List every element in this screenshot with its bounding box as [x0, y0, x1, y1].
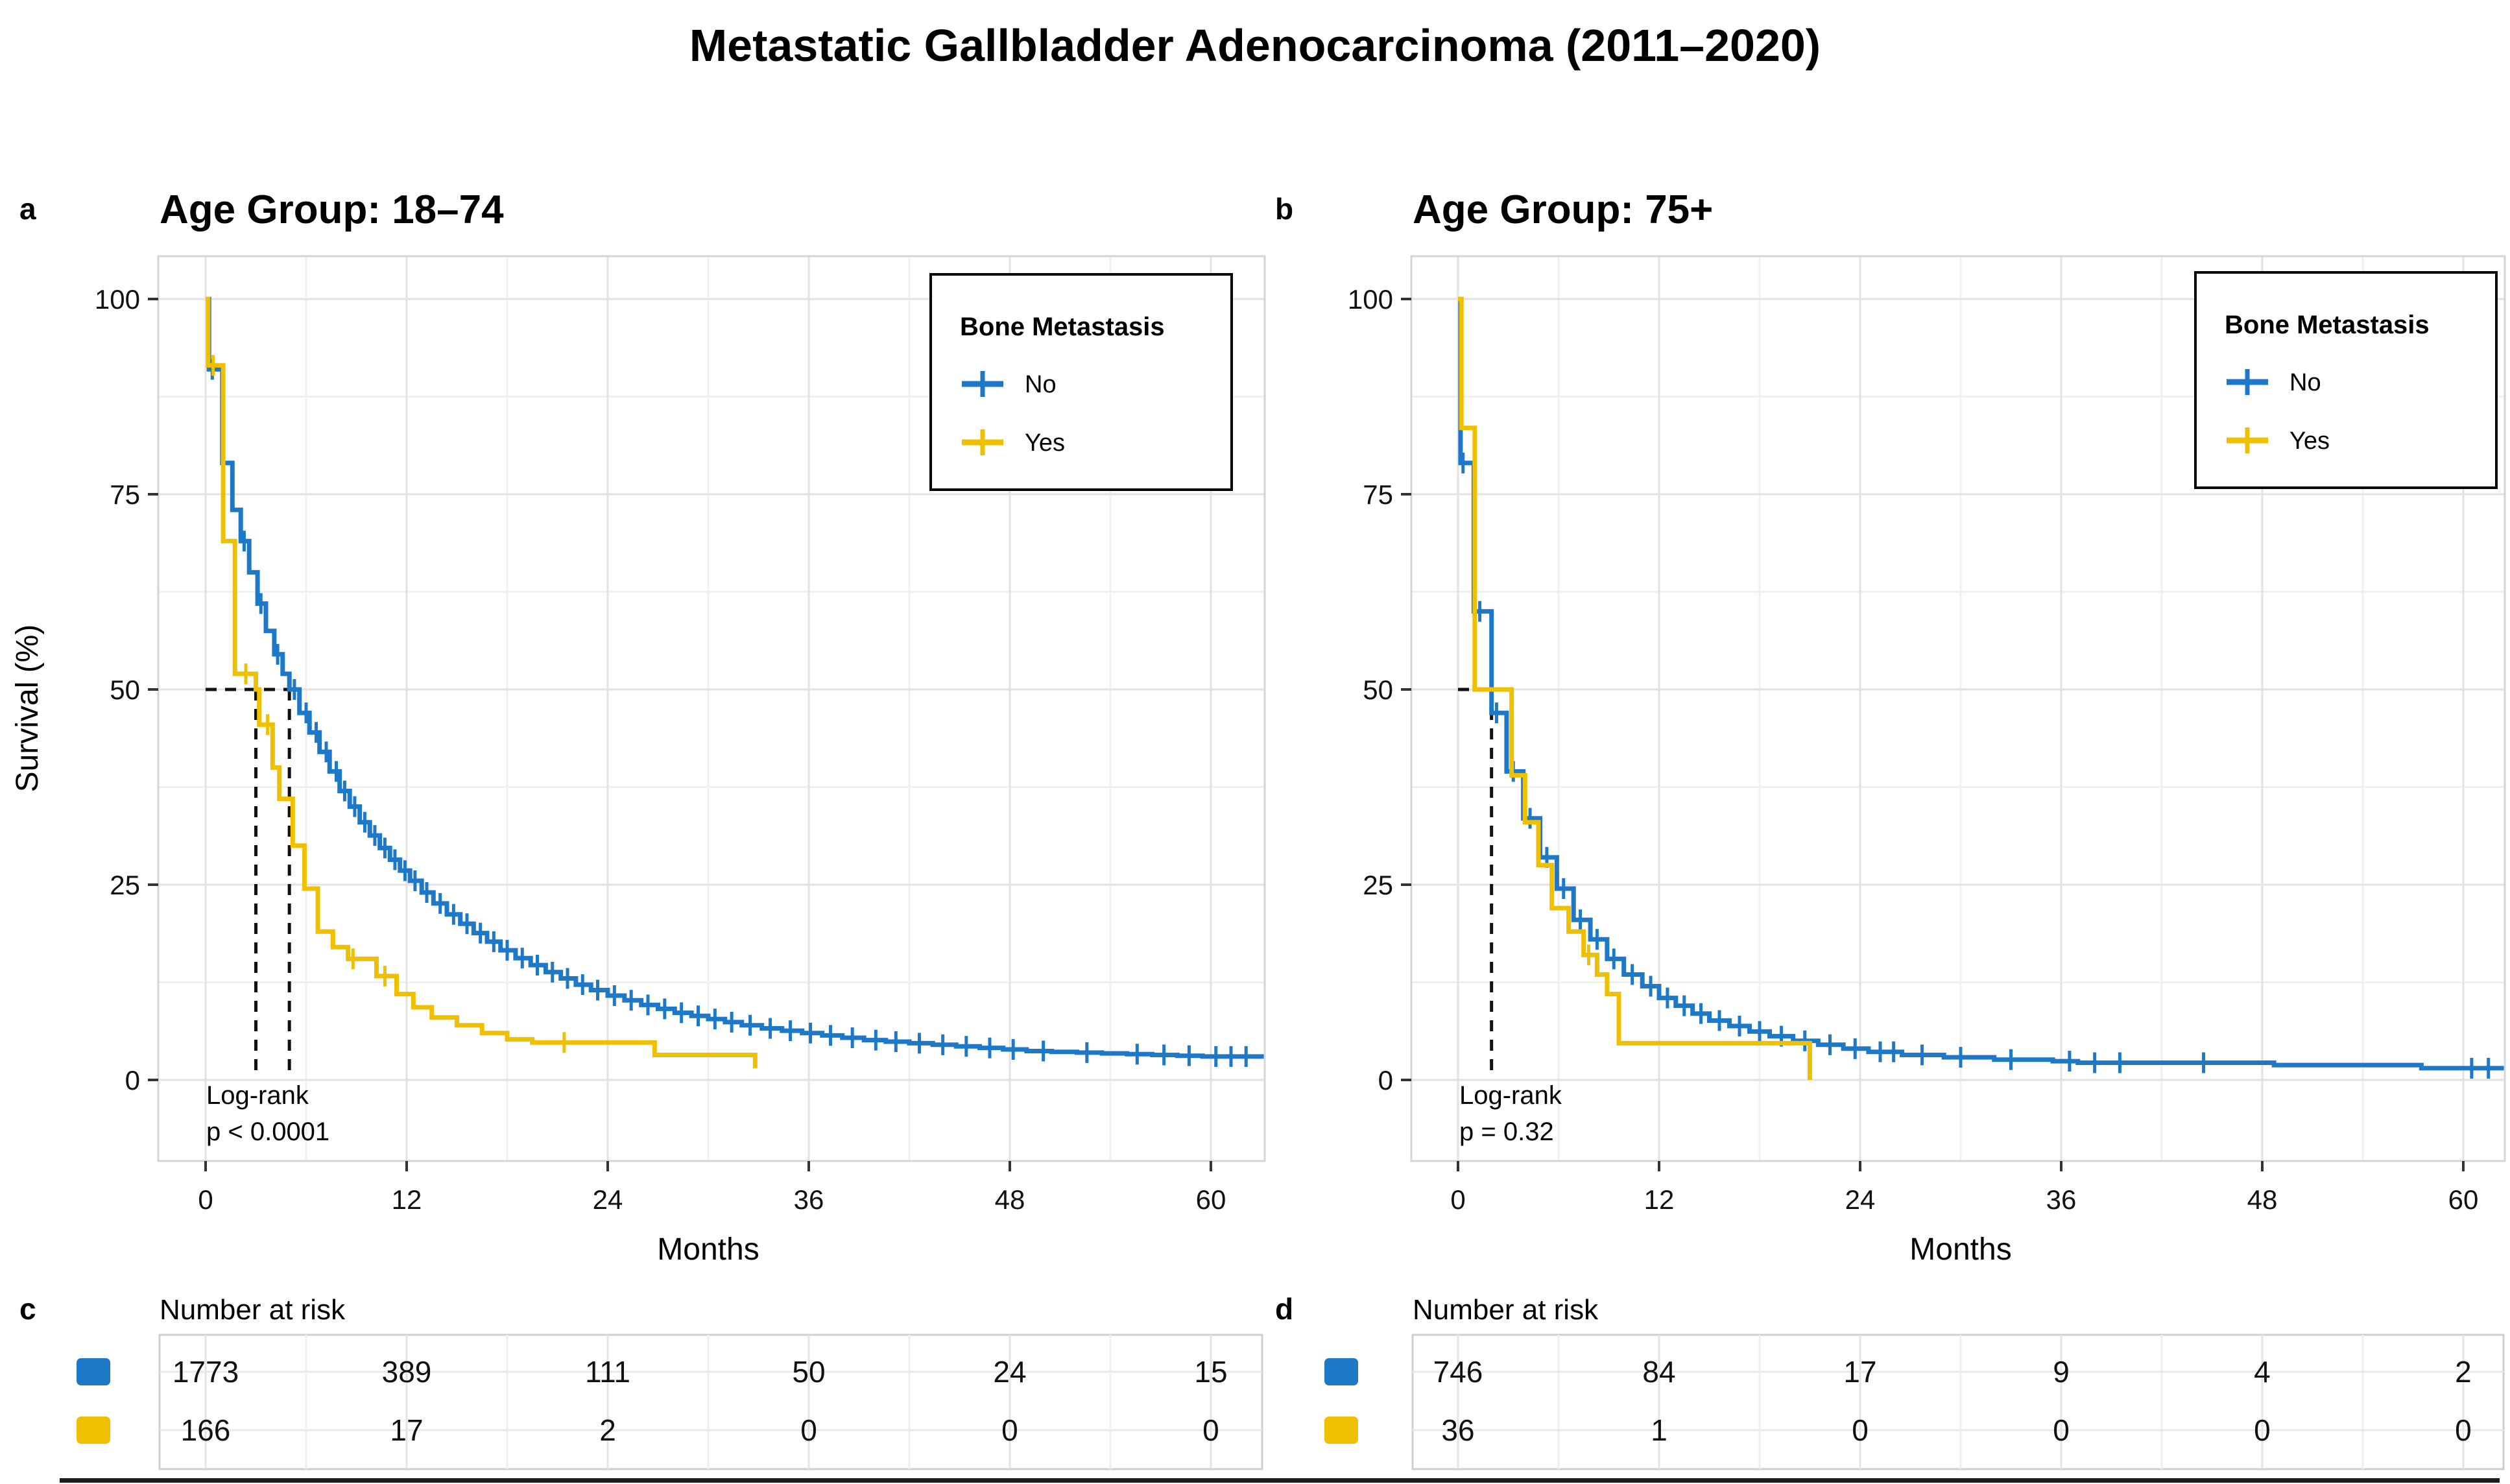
risk-count: 15	[1194, 1355, 1227, 1389]
risk-count: 17	[1843, 1355, 1876, 1389]
x-tick-label: 24	[593, 1184, 623, 1215]
risk-count: 111	[585, 1355, 630, 1389]
panel-a-letter: a	[19, 192, 36, 226]
legend-title: Bone Metastasis	[2225, 311, 2430, 339]
legend-item-no: No	[1025, 371, 1057, 398]
logrank-annotation-a: Log-rank p < 0.0001	[206, 1081, 329, 1146]
panel-a-title: Age Group: 18–74	[160, 187, 504, 232]
y-tick-label: 75	[110, 479, 140, 510]
risk-count: 0	[1001, 1413, 1018, 1447]
panel-border	[157, 255, 1266, 1162]
risk-table-c-title: Number at risk	[160, 1294, 346, 1326]
legend-item-no: No	[2289, 369, 2321, 396]
x-tick-label: 0	[1450, 1184, 1465, 1215]
x-tick-label: 60	[1196, 1184, 1226, 1215]
risk-count: 166	[181, 1413, 231, 1447]
figure-title: Metastatic Gallbladder Adenocarcinoma (2…	[689, 20, 1821, 71]
risk-table-box	[158, 1334, 1263, 1470]
risk-count: 0	[1852, 1413, 1869, 1447]
x-tick-label: 48	[995, 1184, 1025, 1215]
panel-c-letter: c	[19, 1292, 36, 1326]
risk-count: 4	[2254, 1355, 2271, 1389]
risk-row-key-yes-icon	[77, 1417, 110, 1444]
risk-count: 1	[1651, 1413, 1667, 1447]
logrank-label-b: Log-rank	[1459, 1081, 1562, 1110]
x-tick-label: 36	[2046, 1184, 2077, 1215]
y-tick-label: 25	[110, 870, 140, 900]
risk-count: 9	[2053, 1355, 2070, 1389]
logrank-pvalue-a: p < 0.0001	[206, 1118, 329, 1146]
risk-count: 0	[2254, 1413, 2271, 1447]
risk-table-d: 746 84 17 9 4 2 36 1 0 0 0 0	[1324, 1334, 2505, 1470]
risk-count: 0	[1202, 1413, 1219, 1447]
bottom-rule	[60, 1478, 2500, 1483]
legend-title: Bone Metastasis	[960, 313, 1165, 341]
x-tick-label: 36	[794, 1184, 824, 1215]
x-tick-label: 12	[1644, 1184, 1675, 1215]
risk-count: 0	[2053, 1413, 2070, 1447]
legend-a: Bone Metastasis No Yes	[929, 273, 1233, 491]
risk-count: 2	[2455, 1355, 2472, 1389]
y-tick-label: 0	[1378, 1065, 1393, 1095]
risk-count: 0	[2455, 1413, 2472, 1447]
km-curve-no	[206, 296, 1265, 1059]
risk-count: 36	[1441, 1413, 1474, 1447]
legend-item-yes: Yes	[1025, 429, 1065, 457]
logrank-label-a: Log-rank	[206, 1081, 309, 1110]
risk-row-key-yes-icon	[1324, 1417, 1358, 1444]
x-axis-title-b: Months	[1909, 1232, 2011, 1267]
y-tick-label: 50	[1363, 675, 1393, 705]
panel-d-letter: d	[1275, 1292, 1293, 1326]
y-tick-label: 100	[95, 284, 140, 315]
risk-count: 17	[390, 1413, 423, 1447]
y-tick-label: 75	[1363, 479, 1393, 510]
panel-b-letter: b	[1275, 192, 1293, 226]
logrank-annotation-b: Log-rank p = 0.32	[1459, 1081, 1562, 1146]
km-curve-yes	[206, 296, 758, 1068]
x-tick-label: 60	[2448, 1184, 2479, 1215]
curves	[206, 296, 1265, 1068]
risk-count: 746	[1433, 1355, 1483, 1389]
panel-border	[1410, 255, 2506, 1162]
panel-b-title: Age Group: 75+	[1413, 187, 1713, 232]
legend-item-yes: Yes	[2289, 427, 2330, 455]
risk-count: 84	[1642, 1355, 1675, 1389]
km-plot-b: 0 12 24 36 48 60 0 25 50 75 100	[1348, 255, 2506, 1215]
km-curve-yes	[1458, 296, 1812, 1080]
logrank-pvalue-b: p = 0.32	[1459, 1118, 1554, 1146]
risk-table-c: 1773 389 111 50 24 15 166 17 2 0 0 0	[77, 1334, 1263, 1470]
y-tick-label: 0	[125, 1065, 140, 1095]
x-tick-label: 24	[1845, 1184, 1876, 1215]
risk-row-key-no-icon	[1324, 1358, 1358, 1385]
y-tick-label: 100	[1348, 284, 1393, 315]
risk-count: 0	[800, 1413, 817, 1447]
risk-table-box	[1411, 1334, 2505, 1470]
curves	[1458, 296, 2505, 1080]
risk-count: 389	[382, 1355, 432, 1389]
x-tick-label: 0	[198, 1184, 213, 1215]
risk-count: 2	[599, 1413, 616, 1447]
x-tick-label: 48	[2247, 1184, 2278, 1215]
risk-count: 50	[792, 1355, 825, 1389]
risk-table-d-title: Number at risk	[1413, 1294, 1599, 1326]
y-tick-label: 50	[110, 675, 140, 705]
risk-row-key-no-icon	[77, 1358, 110, 1385]
x-tick-label: 12	[392, 1184, 422, 1215]
x-axis-title-a: Months	[657, 1232, 759, 1267]
legend-b: Bone Metastasis No Yes	[2194, 271, 2498, 489]
risk-count: 24	[993, 1355, 1026, 1389]
risk-count: 1773	[173, 1355, 239, 1389]
y-axis-title: Survival (%)	[10, 625, 45, 793]
y-tick-label: 25	[1363, 870, 1393, 900]
